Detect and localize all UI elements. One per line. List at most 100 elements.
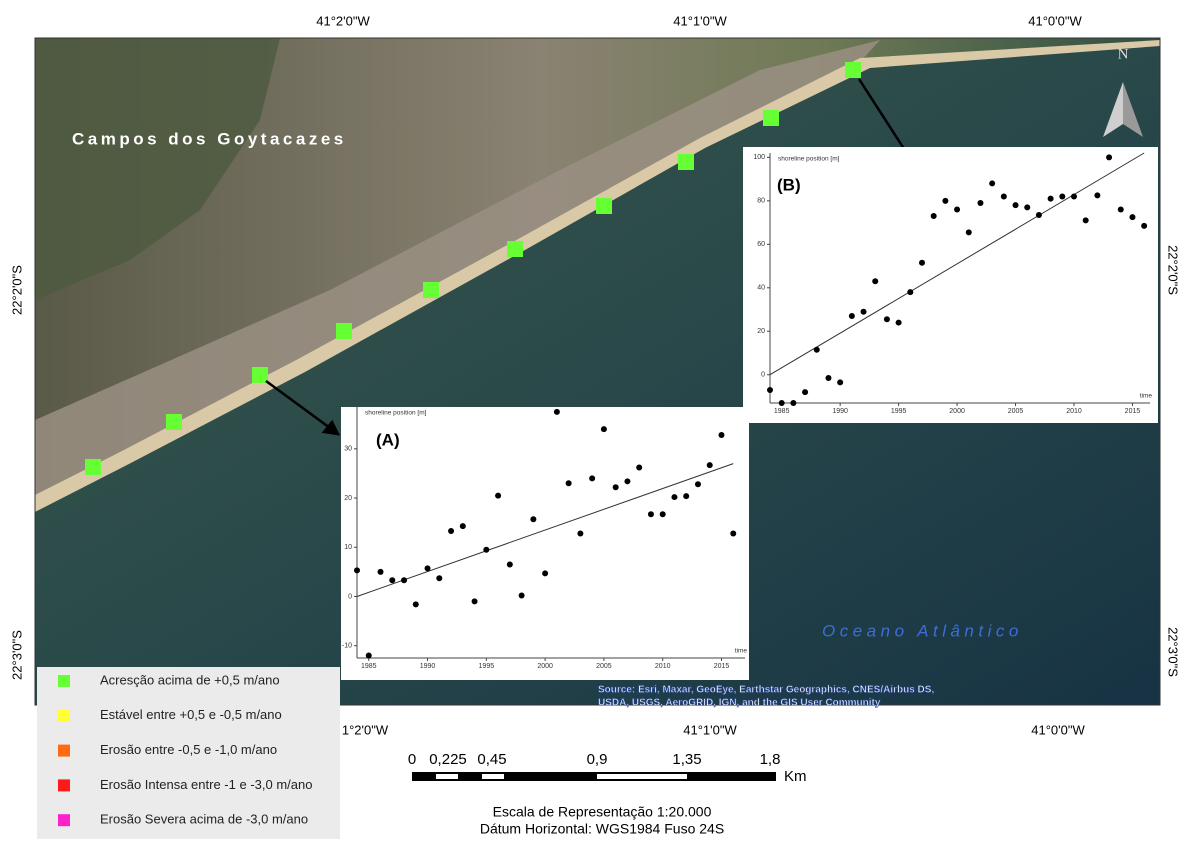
data-point — [613, 484, 619, 490]
scale-unit: Km — [784, 768, 807, 785]
transect-marker — [845, 62, 861, 78]
data-point — [931, 213, 937, 219]
sea-label: Oceano Atlântico — [822, 621, 1023, 640]
scale-label: 0,225 — [429, 751, 467, 768]
chart-bg — [743, 147, 1158, 423]
transect-marker — [507, 241, 523, 257]
data-point — [1141, 223, 1147, 229]
y-tick-label: 0 — [761, 372, 765, 379]
x-tick-label: 1985 — [774, 408, 790, 415]
data-point — [802, 389, 808, 395]
data-point — [1083, 217, 1089, 223]
y-tick-label: 40 — [757, 285, 765, 292]
data-point — [1036, 212, 1042, 218]
data-point — [718, 432, 724, 438]
scale-label: 0,45 — [477, 751, 506, 768]
data-point — [495, 493, 501, 499]
data-point — [472, 598, 478, 604]
x-tick-label: 2010 — [1066, 408, 1082, 415]
x-axis-label: time — [735, 648, 748, 655]
data-point — [966, 229, 972, 235]
data-point — [837, 379, 843, 385]
transect-marker — [423, 282, 439, 298]
x-tick-label: 2005 — [1008, 408, 1024, 415]
scale-label: 1,35 — [672, 751, 701, 768]
map-figure: Campos dos Goytacazes Oceano Atlântico N… — [0, 0, 1186, 839]
legend-label: Erosão entre -0,5 e -1,0 m/ano — [100, 742, 277, 757]
y-tick-label: 30 — [344, 446, 352, 453]
coord-label: 22°3'0"S — [1166, 627, 1181, 677]
x-tick-label: 2015 — [714, 663, 730, 670]
y-tick-label: 60 — [757, 241, 765, 248]
data-point — [954, 207, 960, 213]
coord-label: 41°1'0"W — [673, 13, 727, 28]
legend-swatch — [58, 675, 70, 687]
legend-label: Erosão Severa acima de -3,0 m/ano — [100, 812, 308, 827]
data-point — [389, 577, 395, 583]
data-point — [695, 481, 701, 487]
legend-swatch — [58, 745, 70, 757]
data-point — [366, 653, 372, 659]
data-point — [1094, 192, 1100, 198]
data-point — [1118, 207, 1124, 213]
north-label: N — [1118, 46, 1129, 62]
data-point — [814, 347, 820, 353]
legend-label: Acresção acima de +0,5 m/ano — [100, 672, 280, 687]
transect-marker — [336, 323, 352, 339]
scale-caption: Escala de Representação 1:20.000 — [493, 804, 712, 820]
chart-label: (B) — [777, 175, 801, 194]
data-point — [919, 260, 925, 266]
chart-bg — [341, 407, 749, 680]
data-point — [507, 561, 513, 567]
data-point — [554, 409, 560, 415]
data-point — [1024, 204, 1030, 210]
data-point — [779, 400, 785, 406]
y-tick-label: 20 — [757, 328, 765, 335]
coord-label: 41°0'0"W — [1031, 722, 1085, 737]
data-point — [1129, 214, 1135, 220]
data-point — [989, 180, 995, 186]
data-point — [1071, 193, 1077, 199]
data-point — [530, 516, 536, 522]
scale-segment — [436, 774, 458, 779]
data-point — [354, 567, 360, 573]
legend-label: Erosão Intensa entre -1 e -3,0 m/ano — [100, 777, 312, 792]
scale-label: 0 — [408, 751, 416, 768]
data-point — [849, 313, 855, 319]
coord-label: 22°3'0"S — [9, 630, 24, 680]
data-point — [1001, 193, 1007, 199]
data-point — [542, 570, 548, 576]
coord-label: 22°2'0"S — [1166, 245, 1181, 295]
transect-marker — [252, 367, 268, 383]
transect-marker — [85, 459, 101, 475]
scale-label: 1,8 — [760, 751, 781, 768]
data-point — [1106, 154, 1112, 160]
data-point — [907, 289, 913, 295]
x-tick-label: 2000 — [949, 408, 965, 415]
transect-marker — [678, 154, 694, 170]
x-tick-label: 2010 — [655, 663, 671, 670]
legend-swatch — [58, 779, 70, 791]
y-tick-label: 10 — [344, 544, 352, 551]
x-tick-label: 2005 — [596, 663, 612, 670]
y-tick-label: 20 — [344, 495, 352, 502]
transect-marker — [166, 414, 182, 430]
y-tick-label: -10 — [342, 643, 352, 650]
data-point — [707, 462, 713, 468]
data-point — [977, 200, 983, 206]
source-text: Source: Esri, Maxar, GeoEye, Earthstar G… — [598, 685, 934, 696]
data-point — [884, 316, 890, 322]
x-tick-label: 1995 — [479, 663, 495, 670]
data-point — [636, 465, 642, 471]
x-tick-label: 2000 — [537, 663, 553, 670]
data-point — [942, 198, 948, 204]
data-point — [790, 400, 796, 406]
data-point — [413, 601, 419, 607]
data-point — [601, 426, 607, 432]
transect-marker — [596, 198, 612, 214]
data-point — [401, 577, 407, 583]
coord-label: 1°2'0"W — [342, 722, 389, 737]
data-point — [519, 592, 525, 598]
x-tick-label: 1995 — [891, 408, 907, 415]
